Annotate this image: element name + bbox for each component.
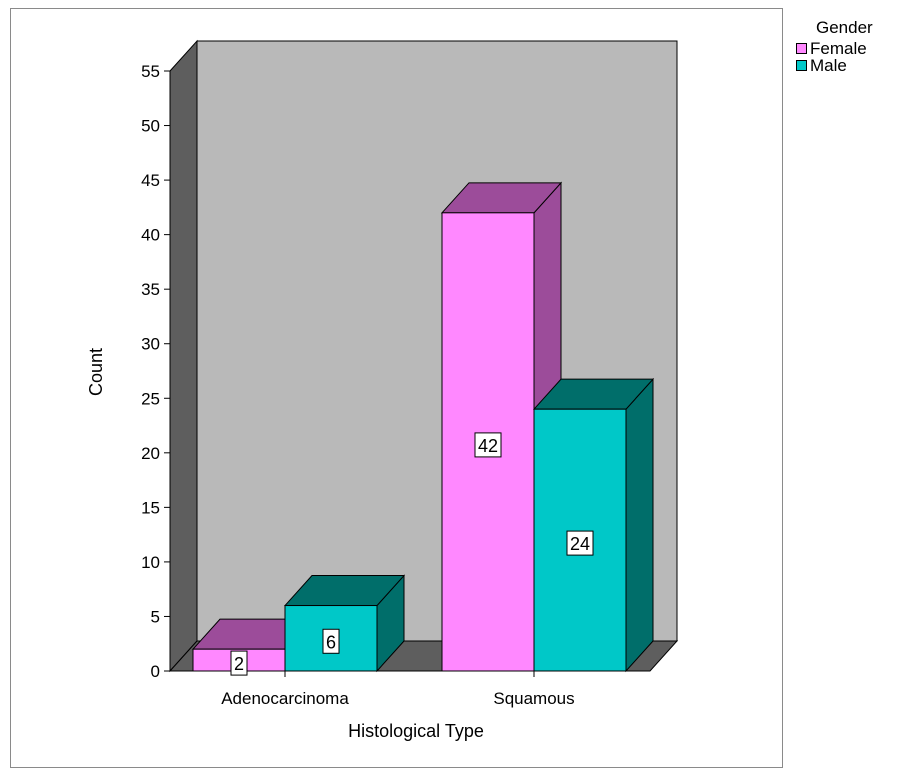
- x-axis-title: Histological Type: [348, 721, 484, 741]
- legend-label-male: Male: [810, 55, 847, 75]
- y-tick-label: 10: [141, 553, 160, 572]
- y-tick-label: 40: [141, 226, 160, 245]
- y-tick-label: 20: [141, 444, 160, 463]
- y-tick-label: 50: [141, 117, 160, 136]
- legend-item-female: Female: [796, 38, 873, 58]
- legend-swatch-female: [796, 43, 807, 54]
- legend-item-male: Male: [796, 55, 873, 75]
- data-label-box: [230, 650, 248, 676]
- side-wall: [169, 39, 198, 673]
- legend-title: Gender: [816, 18, 873, 37]
- data-label: 24: [570, 534, 590, 554]
- y-tick-label: 30: [141, 335, 160, 354]
- y-tick-label: 15: [141, 498, 160, 517]
- y-tick-label: 55: [141, 62, 160, 81]
- y-tick-label: 5: [151, 607, 160, 626]
- y-axis-title: Count: [86, 348, 106, 396]
- legend-swatch-male: [796, 60, 807, 71]
- x-tick-label: Squamous: [493, 689, 574, 708]
- data-label-box: [322, 628, 340, 654]
- legend: Gender Female Male: [796, 18, 873, 75]
- data-label: 6: [326, 632, 336, 652]
- bar-side: [625, 377, 654, 673]
- data-label: 42: [478, 436, 498, 456]
- y-tick-label: 35: [141, 280, 160, 299]
- y-tick-label: 0: [151, 662, 160, 681]
- data-label: 2: [234, 654, 244, 674]
- x-tick-label: Adenocarcinoma: [221, 689, 349, 708]
- y-tick-label: 25: [141, 389, 160, 408]
- data-label-box: [474, 432, 502, 458]
- data-label-box: [566, 530, 594, 556]
- y-tick-label: 45: [141, 171, 160, 190]
- legend-label-female: Female: [810, 38, 867, 58]
